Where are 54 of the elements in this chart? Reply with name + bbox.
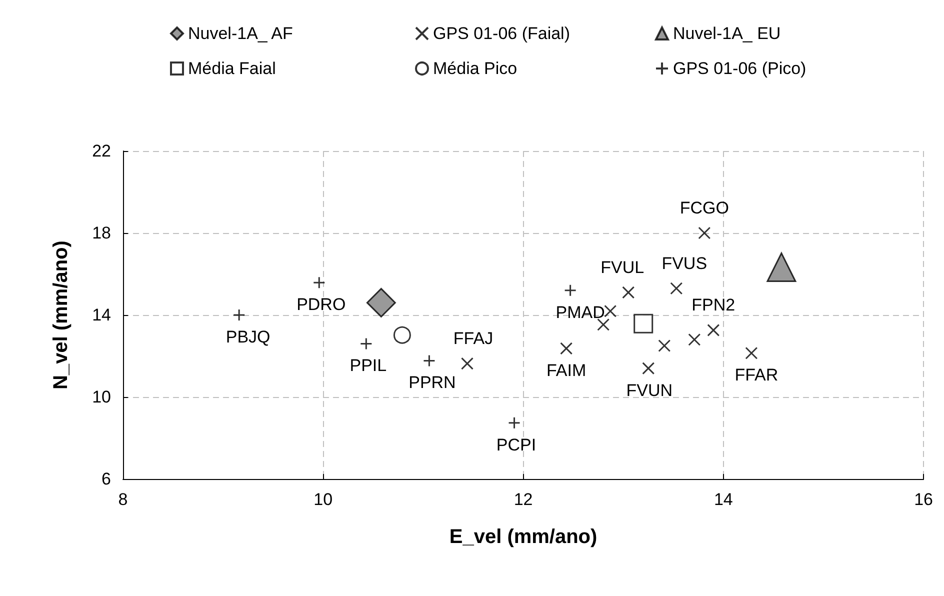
y-tick-label: 22 xyxy=(92,142,111,160)
point xyxy=(707,324,720,336)
annotation: FAIM xyxy=(546,360,586,380)
point xyxy=(698,226,711,240)
point xyxy=(658,340,671,352)
legend-label: Nuvel-1A_ AF xyxy=(188,24,293,43)
annotation: PDRO xyxy=(296,295,346,314)
annotation: FCGO xyxy=(680,198,729,218)
point xyxy=(422,354,436,367)
annotation: FVUS xyxy=(662,254,708,273)
point xyxy=(460,357,474,370)
x-tick-label: 10 xyxy=(314,490,333,509)
point xyxy=(564,284,577,297)
annotation: FPN2 xyxy=(692,296,736,315)
point xyxy=(508,416,521,430)
point xyxy=(597,318,610,331)
annotation: PMAD xyxy=(556,302,605,322)
legend-label: Média Pico xyxy=(433,59,518,78)
annotation: PPRN xyxy=(408,373,456,392)
y-tick-label: 6 xyxy=(102,470,111,488)
x-axis-title: E_vel (mm/ano) xyxy=(449,526,598,548)
point xyxy=(766,252,796,282)
annotation: FFAR xyxy=(734,366,778,385)
legend-label: GPS 01-06 (Pico) xyxy=(673,59,806,78)
point xyxy=(232,308,246,322)
legend-label: Média Faial xyxy=(188,59,276,78)
x-tick-label: 12 xyxy=(514,490,533,509)
annotation: PCPI xyxy=(496,435,536,454)
annotation: FVUN xyxy=(626,380,672,400)
annotation: FVUL xyxy=(600,258,644,277)
y-axis-title: N_vel (mm/ano) xyxy=(50,240,72,390)
point xyxy=(622,286,635,299)
point xyxy=(670,282,683,295)
point xyxy=(366,288,396,318)
x-tick-label: 16 xyxy=(914,490,934,509)
annotation: FFAJ xyxy=(453,329,494,348)
y-tick-label: 10 xyxy=(92,388,111,406)
x-tick-label: 14 xyxy=(714,490,733,509)
legend-label: GPS 01-06 (Faial) xyxy=(433,24,570,43)
y-tick-label: 18 xyxy=(92,224,111,242)
annotation: PPIL xyxy=(350,356,387,376)
point xyxy=(688,333,701,346)
point xyxy=(604,304,617,318)
x-tick-label: 8 xyxy=(118,490,128,509)
point xyxy=(312,276,326,289)
point xyxy=(634,314,654,334)
point xyxy=(560,342,573,355)
annotation: PBJQ xyxy=(226,328,270,346)
point xyxy=(745,346,758,360)
point xyxy=(393,326,411,344)
legend-label: Nuvel-1A_ EU xyxy=(673,24,781,43)
point xyxy=(642,362,655,375)
y-tick-label: 14 xyxy=(92,306,111,324)
point xyxy=(360,337,372,350)
